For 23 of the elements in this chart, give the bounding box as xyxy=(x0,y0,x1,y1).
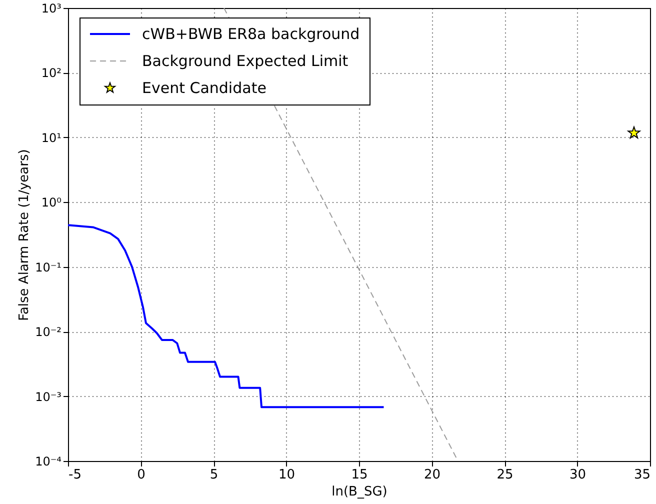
y-tick-label: 10¹ xyxy=(41,130,62,145)
x-tick-label: 10 xyxy=(278,468,296,482)
y-tick-label: 10⁰ xyxy=(41,196,62,210)
legend-label: Background Expected Limit xyxy=(142,52,348,70)
x-axis-title: ln(B_SG) xyxy=(332,484,388,500)
x-tick-label: 30 xyxy=(569,468,586,482)
y-tick-label: 10⁻² xyxy=(35,325,62,340)
legend-label: cWB+BWB ER8a background xyxy=(142,25,360,43)
x-tick-label: 15 xyxy=(351,468,368,482)
line-series xyxy=(68,224,385,408)
y-tick-label: 10² xyxy=(41,66,62,80)
y-tick-label: 10³ xyxy=(41,2,62,16)
y-tick-label: 10⁻³ xyxy=(35,390,62,404)
x-tick-label: 35 xyxy=(634,468,650,482)
x-tick-label: -5 xyxy=(68,468,82,482)
y-tick-label: 10⁻⁴ xyxy=(35,454,62,468)
y-axis-title: False Alarm Rate (1/years) xyxy=(17,149,32,321)
x-tick-label: 5 xyxy=(210,468,218,482)
x-tick-label: 20 xyxy=(424,468,441,482)
y-tick-label: 10⁻¹ xyxy=(35,260,62,274)
x-tick-label: 25 xyxy=(496,468,514,482)
legend-label: Event Candidate xyxy=(142,79,266,97)
x-tick-label: 0 xyxy=(137,468,146,482)
